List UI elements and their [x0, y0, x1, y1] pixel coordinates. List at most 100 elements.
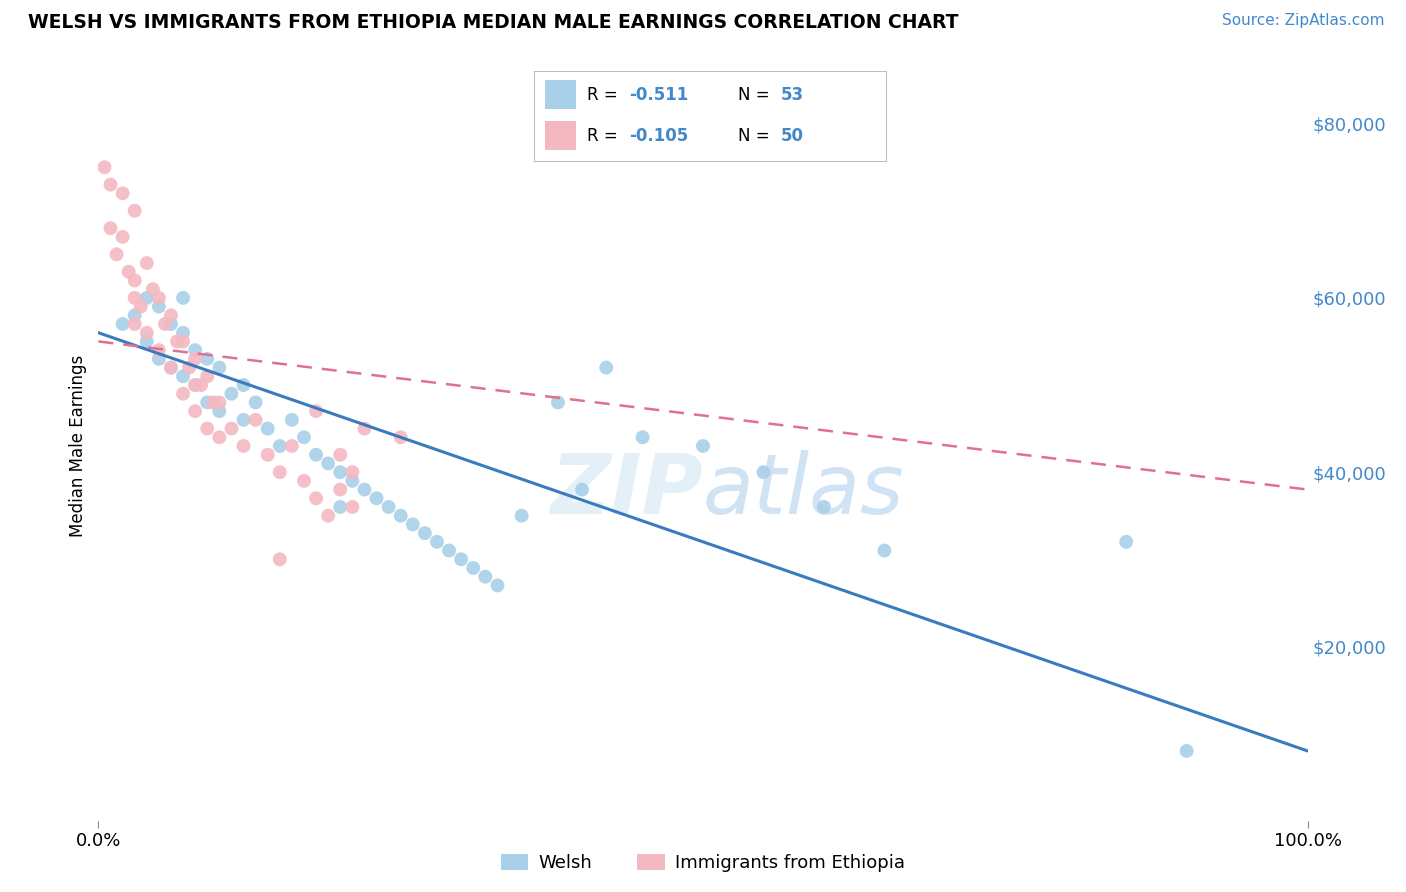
Point: [160, 308, 183, 322]
Point: [426, 534, 449, 549]
Point: [269, 439, 291, 453]
Point: [184, 404, 207, 418]
Point: [135, 326, 157, 340]
Point: [316, 457, 339, 471]
Point: [353, 483, 375, 497]
Text: WELSH VS IMMIGRANTS FROM ETHIOPIA MEDIAN MALE EARNINGS CORRELATION CHART: WELSH VS IMMIGRANTS FROM ETHIOPIA MEDIAN…: [28, 13, 959, 32]
Text: N =: N =: [738, 127, 775, 145]
Text: 53: 53: [780, 86, 803, 103]
Point: [316, 508, 339, 523]
Point: [202, 395, 225, 409]
Point: [160, 360, 183, 375]
Point: [813, 500, 835, 514]
Point: [142, 282, 165, 296]
Point: [232, 413, 254, 427]
Point: [437, 543, 460, 558]
Point: [166, 334, 188, 349]
Point: [124, 291, 146, 305]
Text: atlas: atlas: [703, 450, 904, 532]
Point: [692, 439, 714, 453]
Point: [1175, 744, 1198, 758]
Point: [172, 334, 194, 349]
Point: [281, 413, 304, 427]
Point: [305, 404, 328, 418]
Text: -0.511: -0.511: [630, 86, 689, 103]
Point: [595, 360, 617, 375]
Point: [93, 160, 115, 174]
Point: [281, 439, 304, 453]
Point: [100, 221, 122, 235]
Point: [463, 561, 485, 575]
Point: [474, 570, 496, 584]
Point: [160, 360, 183, 375]
Point: [135, 256, 157, 270]
Point: [118, 265, 141, 279]
Point: [100, 178, 122, 192]
Point: [208, 360, 231, 375]
Point: [510, 508, 533, 523]
Point: [305, 448, 328, 462]
Point: [124, 203, 146, 218]
Point: [111, 317, 134, 331]
Point: [135, 291, 157, 305]
Point: [111, 186, 134, 201]
Point: [873, 543, 896, 558]
Point: [329, 500, 352, 514]
Point: [160, 317, 183, 331]
Point: [179, 360, 201, 375]
Point: [305, 491, 328, 506]
Point: [172, 386, 194, 401]
Point: [292, 474, 315, 488]
Point: [148, 343, 170, 358]
Point: [245, 413, 267, 427]
Point: [342, 465, 364, 479]
Point: [111, 230, 134, 244]
Point: [389, 430, 412, 444]
Point: [135, 334, 157, 349]
Point: [631, 430, 654, 444]
Text: Source: ZipAtlas.com: Source: ZipAtlas.com: [1222, 13, 1385, 29]
Point: [232, 439, 254, 453]
Point: [269, 465, 291, 479]
Text: R =: R =: [588, 86, 623, 103]
Point: [329, 465, 352, 479]
Point: [124, 308, 146, 322]
Point: [221, 386, 243, 401]
Point: [342, 500, 364, 514]
Point: [292, 430, 315, 444]
Point: [184, 343, 207, 358]
Point: [245, 395, 267, 409]
Point: [195, 351, 218, 366]
Point: [172, 369, 194, 384]
Point: [342, 474, 364, 488]
Y-axis label: Median Male Earnings: Median Male Earnings: [69, 355, 87, 537]
Point: [366, 491, 388, 506]
FancyBboxPatch shape: [544, 121, 576, 150]
Point: [172, 291, 194, 305]
Point: [269, 552, 291, 566]
Point: [450, 552, 472, 566]
Point: [208, 395, 231, 409]
Point: [184, 378, 207, 392]
Point: [208, 404, 231, 418]
Point: [752, 465, 775, 479]
Point: [190, 378, 212, 392]
Point: [486, 578, 509, 592]
Point: [124, 273, 146, 287]
Legend: Welsh, Immigrants from Ethiopia: Welsh, Immigrants from Ethiopia: [494, 847, 912, 879]
Point: [413, 526, 436, 541]
Point: [547, 395, 569, 409]
Point: [195, 421, 218, 435]
FancyBboxPatch shape: [544, 80, 576, 109]
Point: [221, 421, 243, 435]
Point: [195, 395, 218, 409]
Text: -0.105: -0.105: [630, 127, 689, 145]
Point: [129, 300, 152, 314]
Point: [1115, 534, 1137, 549]
Text: 50: 50: [780, 127, 803, 145]
Text: R =: R =: [588, 127, 623, 145]
Point: [184, 378, 207, 392]
Point: [329, 483, 352, 497]
Point: [172, 326, 194, 340]
Point: [184, 351, 207, 366]
